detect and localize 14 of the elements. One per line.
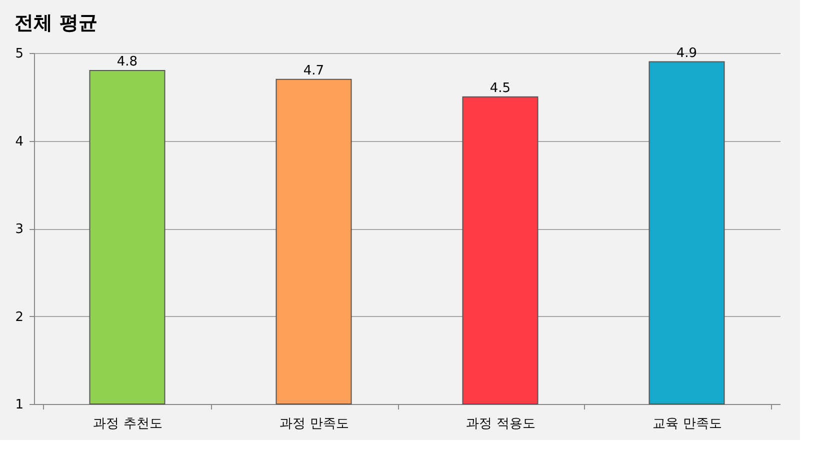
x-tick-label: 교육 만족도: [652, 416, 722, 432]
y-tick-label: 4: [15, 134, 24, 150]
y-tick-label: 5: [15, 46, 24, 62]
y-tick-label: 1: [15, 398, 24, 412]
data-label: 4.9: [676, 46, 698, 61]
y-tick-label: 3: [15, 222, 24, 237]
chart-title: 전체 평균: [14, 12, 98, 34]
data-label: 4.7: [303, 63, 324, 78]
x-tick-label: 과정 만족도: [280, 416, 349, 432]
data-label: 4.5: [490, 80, 511, 96]
x-tick-label: 과정 추천도: [93, 416, 162, 432]
y-tick-label: 2: [15, 310, 24, 325]
x-tick-label: 과정 적용도: [466, 416, 536, 432]
data-label: 4.8: [116, 54, 138, 70]
